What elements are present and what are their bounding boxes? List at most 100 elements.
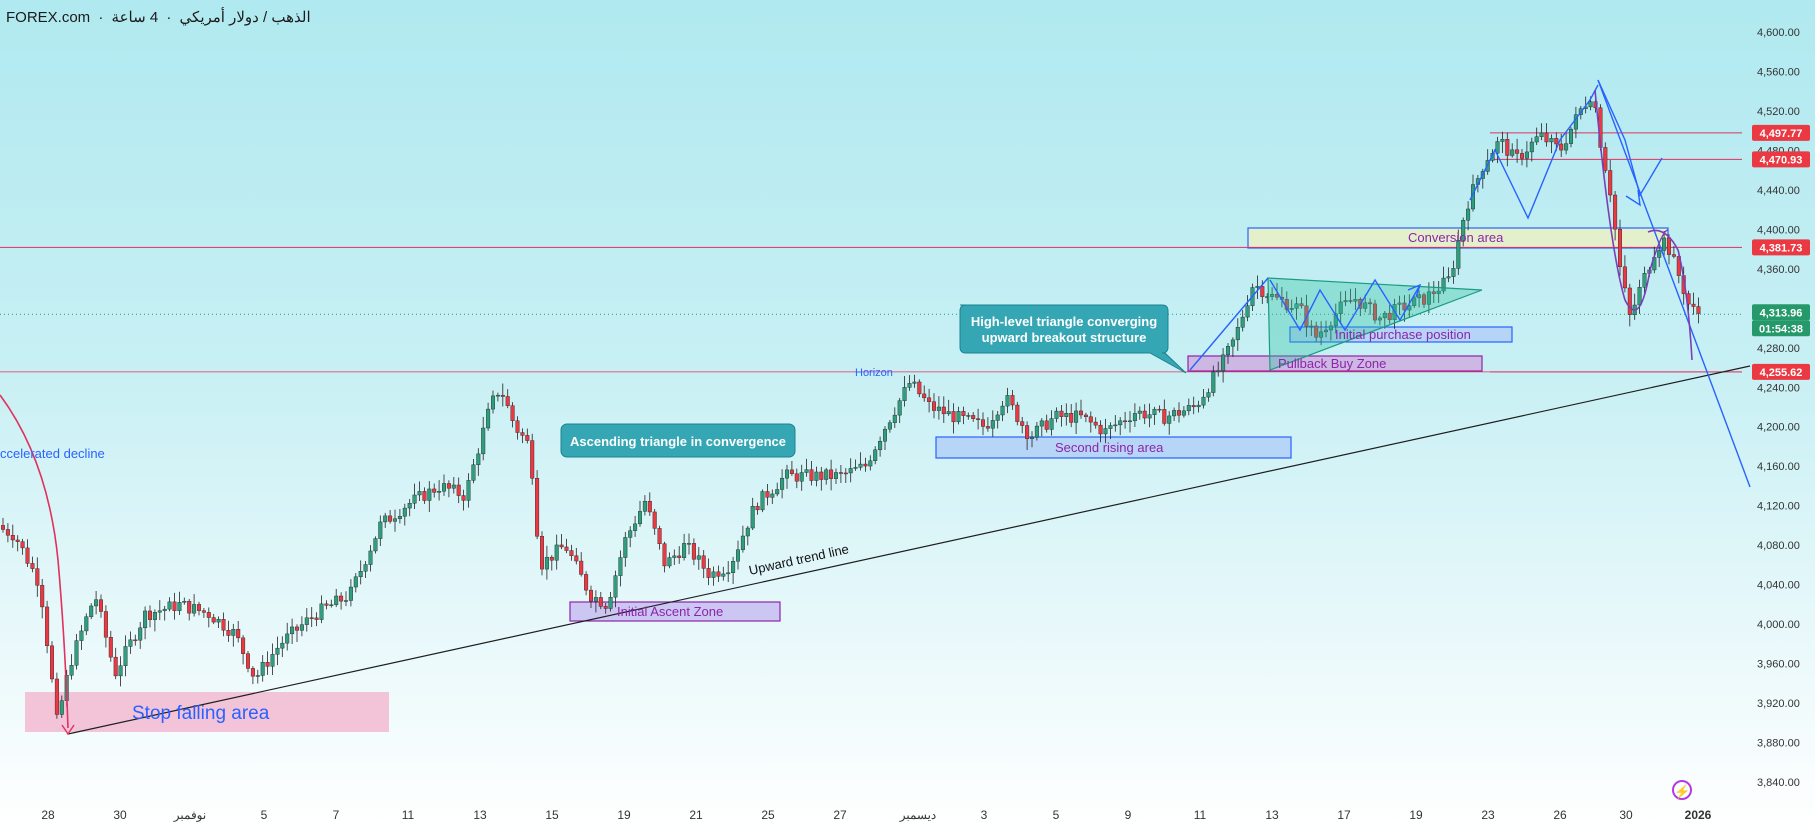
lightning-icon[interactable]: ⚡ <box>1672 780 1692 800</box>
pullback-buy-zone[interactable] <box>1187 355 1483 372</box>
candle-body <box>638 511 643 525</box>
candle-body <box>1323 329 1328 333</box>
drawings-layer <box>0 79 1751 736</box>
candle-body <box>412 494 417 504</box>
candle-body <box>1343 300 1348 303</box>
candle-body <box>383 515 388 523</box>
candle-body <box>701 555 706 569</box>
candle-body <box>314 617 319 620</box>
initial-purchase-zone[interactable] <box>1289 326 1513 343</box>
candle-body <box>1299 303 1304 307</box>
candle-body <box>1176 410 1181 416</box>
header-separator-2: · <box>166 9 172 26</box>
candle-body <box>574 555 579 562</box>
stop-falling-zone[interactable] <box>25 692 389 732</box>
second-rising-label: Second rising area <box>1055 440 1164 455</box>
candle-body <box>20 541 25 549</box>
broker-name[interactable]: FOREX.com <box>6 9 91 26</box>
y-axis-tick-label: 4,200.00 <box>1757 422 1800 434</box>
arrow-down-icon <box>61 724 75 736</box>
candle-body <box>917 381 922 395</box>
candle-body <box>1412 297 1417 306</box>
candle-body <box>1534 136 1539 143</box>
x-axis-tick-label: ديسمبر <box>899 808 937 822</box>
candle-body <box>1397 302 1402 305</box>
candle-body <box>628 530 633 538</box>
candle-body <box>236 629 241 639</box>
candle-body <box>59 700 64 715</box>
candle-body <box>633 523 638 531</box>
candle-body <box>535 478 540 537</box>
candle-body <box>1103 428 1108 435</box>
upward-trend-line-label: Upward trend line <box>747 541 850 578</box>
candle-body <box>1559 143 1564 151</box>
candle-body <box>1402 302 1407 311</box>
candle-body <box>1588 101 1593 108</box>
candle-body <box>515 420 520 433</box>
candle-body <box>221 619 226 631</box>
candle-body <box>613 575 618 598</box>
candle-body <box>589 589 594 602</box>
candle-body <box>564 546 569 551</box>
x-axis-tick-label: 3 <box>981 808 988 822</box>
candle-body <box>682 543 687 558</box>
candle-body <box>1637 287 1642 306</box>
candle-body <box>1436 290 1441 294</box>
candle-body <box>192 604 197 614</box>
price-tags: 4,497.77 4,470.93 4,381.73 4,313.96 01:54:38… <box>1752 124 1810 380</box>
y-axis-tick-label: 4,240.00 <box>1757 382 1800 394</box>
candle-body <box>172 601 177 611</box>
candle-body <box>1446 276 1451 279</box>
x-axis-tick-label: 27 <box>833 808 847 822</box>
candle-body <box>432 488 437 493</box>
candle-body <box>740 535 745 550</box>
candle-body <box>216 619 221 623</box>
candle-body <box>280 642 285 649</box>
x-axis: 28 30 نوفمبر 5 7 11 13 15 19 21 25 27 ديسمبر 3 5 9 11 13 1… <box>41 808 1711 822</box>
candle-body <box>270 654 275 667</box>
price-tag-label: 4,255.62 <box>1760 367 1803 379</box>
candle-body <box>569 550 574 556</box>
candle-body <box>407 502 412 509</box>
candle-body <box>456 484 461 496</box>
candle-body <box>785 469 790 479</box>
candle-body <box>775 489 780 495</box>
candle-body <box>540 536 545 570</box>
initial-ascent-zone[interactable] <box>569 601 781 622</box>
candle-body <box>442 483 447 492</box>
candle-body <box>1260 286 1265 297</box>
candle-body <box>1417 294 1422 299</box>
symbol-name[interactable]: الذهب / دولار أمريكي <box>179 9 311 26</box>
candle-body <box>1132 413 1137 422</box>
second-rising-zone[interactable] <box>935 436 1292 459</box>
candle-body <box>932 401 937 411</box>
candle-body <box>182 600 187 603</box>
candle-body <box>231 629 236 636</box>
candle-body <box>696 555 701 560</box>
candle-body <box>878 441 883 451</box>
x-axis-tick-label: 19 <box>1409 808 1423 822</box>
candle-body <box>1015 404 1020 422</box>
candle-body <box>1211 371 1216 393</box>
x-axis-tick-label: 13 <box>1265 808 1279 822</box>
candle-body <box>1671 254 1676 257</box>
candle-body <box>1372 303 1377 321</box>
timeframe-label[interactable]: 4 ساعة <box>111 9 159 26</box>
candle-body <box>1005 395 1010 407</box>
y-axis-tick-label: 3,920.00 <box>1757 698 1800 710</box>
candle-body <box>1191 405 1196 408</box>
candle-body <box>10 535 15 541</box>
candle-body <box>1333 313 1338 327</box>
candle-body <box>1549 138 1554 143</box>
y-axis-tick-label: 4,000.00 <box>1757 619 1800 631</box>
candle-body <box>824 469 829 480</box>
candle-body <box>966 415 971 417</box>
x-axis-tick-label: 11 <box>402 808 415 822</box>
candle-body <box>1201 396 1206 406</box>
candle-body <box>491 395 496 410</box>
candle-body <box>103 611 108 638</box>
candle-body <box>290 626 295 635</box>
candle-body <box>848 468 853 474</box>
